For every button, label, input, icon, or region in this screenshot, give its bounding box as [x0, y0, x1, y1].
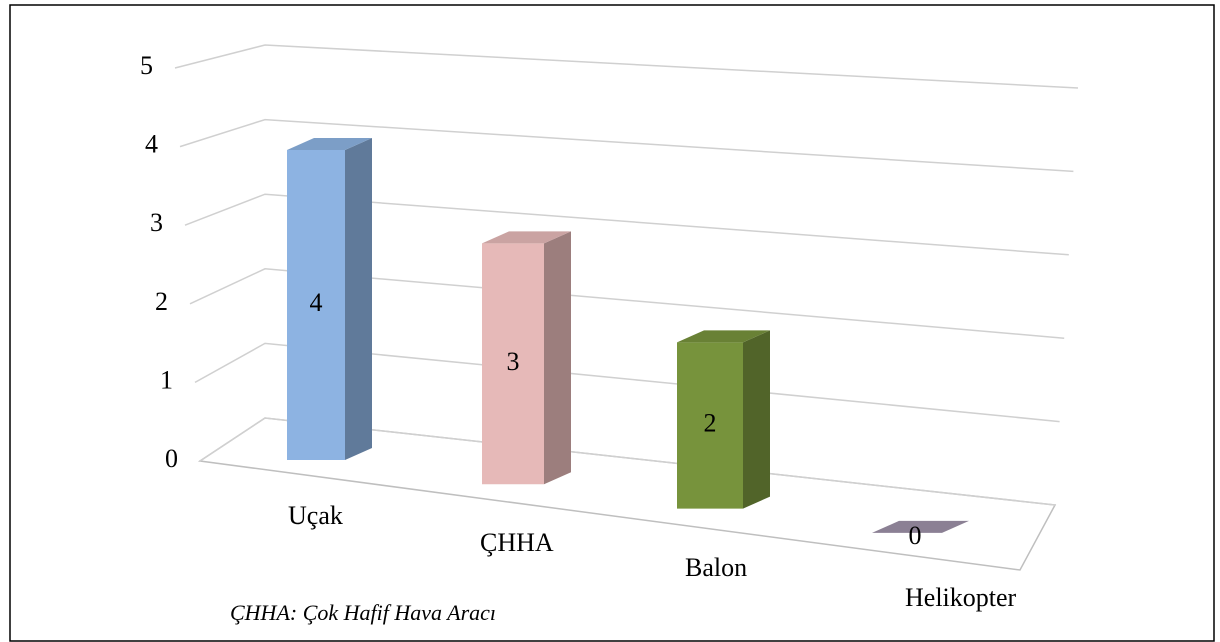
data-label: 4 [310, 288, 323, 317]
data-label: 2 [704, 408, 717, 437]
x-tick-label: Balon [685, 553, 747, 582]
bar-side [743, 330, 770, 509]
bar-top [287, 138, 372, 150]
y-tick-label: 2 [155, 287, 168, 316]
bar-front [677, 342, 743, 509]
bar-front [287, 150, 345, 460]
x-tick-label: ÇHHA [480, 528, 554, 557]
grid-line [184, 193, 1069, 256]
grid-line [189, 268, 1065, 339]
x-tick-label: Uçak [288, 501, 343, 530]
bar-side [544, 231, 571, 485]
y-tick-label: 0 [165, 444, 178, 473]
x-tick-label: Helikopter [905, 583, 1017, 612]
y-tick-label: 5 [140, 51, 153, 80]
bar-top [872, 520, 969, 533]
frame [9, 4, 1215, 642]
grid-line [174, 44, 1079, 89]
grid-line [194, 342, 1060, 423]
y-tick-label: 3 [150, 208, 163, 237]
annotation: ÇHHA: Çok Hafif Hava Aracı [230, 600, 496, 625]
data-label: 3 [507, 347, 520, 376]
y-tick-label: 4 [145, 130, 158, 159]
grid-line [179, 118, 1074, 173]
bar [287, 138, 372, 460]
bar-side [345, 138, 372, 460]
bar [872, 520, 969, 533]
y-tick-label: 1 [160, 365, 173, 394]
bar [677, 330, 770, 509]
bar-top [482, 231, 571, 244]
data-label: 0 [909, 521, 922, 550]
bar-top [677, 330, 770, 343]
grid-line [199, 417, 1056, 506]
bar [482, 231, 571, 485]
bar-front [482, 243, 544, 485]
